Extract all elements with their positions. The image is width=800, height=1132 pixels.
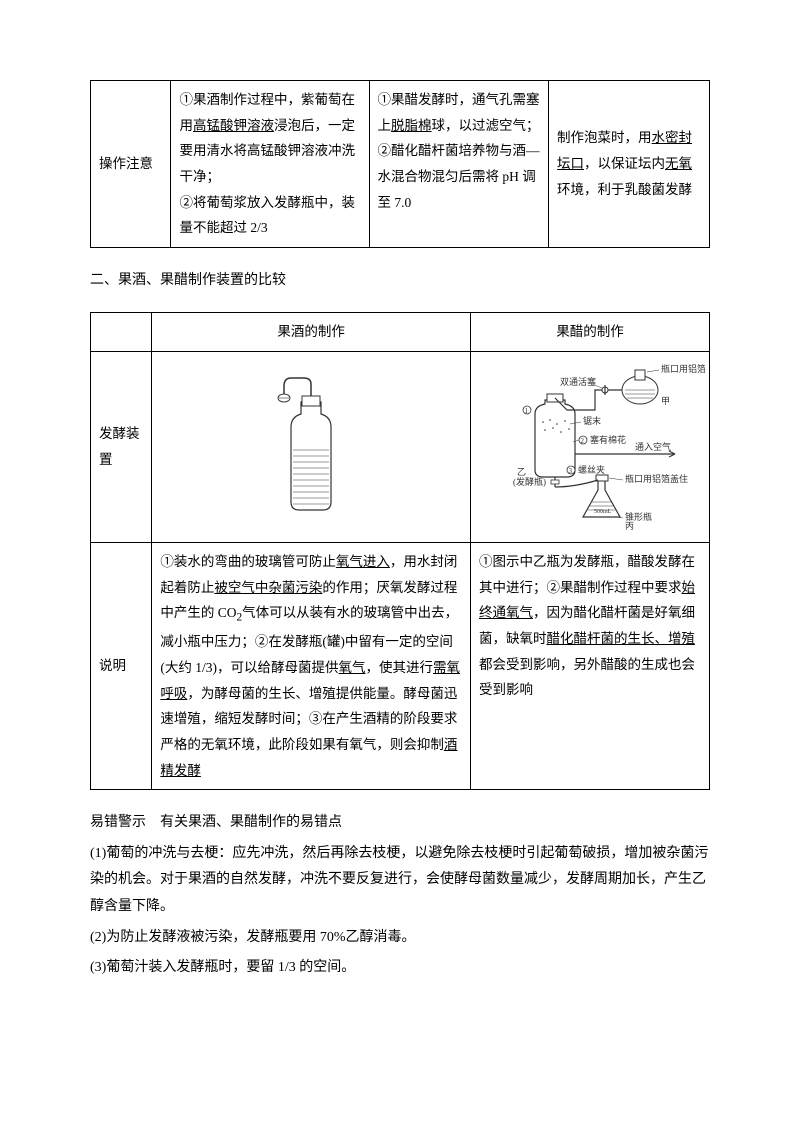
vinegar-device-diagram: 瓶口用铝箔盖住 甲 双通活塞 锯末 bbox=[470, 352, 709, 543]
section-title: 二、果酒、果醋制作装置的比较 bbox=[90, 268, 710, 295]
warning-p3: (3)葡萄汁装入发酵瓶时，要留 1/3 的空间。 bbox=[90, 955, 710, 982]
svg-text:瓶口用铝箔盖住: 瓶口用铝箔盖住 bbox=[661, 363, 705, 374]
svg-text:螺丝夹: 螺丝夹 bbox=[578, 464, 605, 475]
svg-text:瓶口用铝箔盖住: 瓶口用铝箔盖住 bbox=[625, 473, 688, 484]
svg-text:1: 1 bbox=[524, 407, 528, 415]
t1-row-header: 操作注意 bbox=[91, 81, 171, 248]
svg-text:500mL: 500mL bbox=[594, 509, 612, 515]
svg-text:3: 3 bbox=[568, 467, 572, 475]
svg-text:双通活塞: 双通活塞 bbox=[560, 376, 596, 387]
t1-col3: 制作泡菜时，用水密封坛口，以保证坛内无氧环境，利于乳酸菌发酵 bbox=[549, 81, 710, 248]
t2-header-wine: 果酒的制作 bbox=[152, 313, 471, 352]
wine-device-diagram bbox=[152, 352, 471, 543]
operation-notes-table: 操作注意 ①果酒制作过程中，紫葡萄在用高锰酸钾溶液浸泡后，一定要用清水将高锰酸钾… bbox=[90, 80, 710, 248]
t2-row1-header: 发酵装置 bbox=[91, 352, 152, 543]
device-compare-table: 果酒的制作 果醋的制作 发酵装置 bbox=[90, 312, 710, 790]
warning-p1: (1)葡萄的冲洗与去梗：应先冲洗，然后再除去枝梗，以避免除去枝梗时引起葡萄破损，… bbox=[90, 841, 710, 921]
warning-title: 易错警示 有关果酒、果醋制作的易错点 bbox=[90, 810, 710, 837]
t1-col1: ①果酒制作过程中，紫葡萄在用高锰酸钾溶液浸泡后，一定要用清水将高锰酸钾溶液冲洗干… bbox=[171, 81, 369, 248]
svg-text:2: 2 bbox=[580, 437, 584, 445]
t2-vinegar-desc: ①图示中乙瓶为发酵瓶，醋酸发酵在其中进行；②果醋制作过程中要求始终通氧气，因为醋… bbox=[470, 543, 709, 790]
svg-text:乙: 乙 bbox=[517, 467, 526, 477]
svg-text:塞有棉花: 塞有棉花 bbox=[590, 434, 626, 445]
t2-blank-header bbox=[91, 313, 152, 352]
t2-header-vinegar: 果醋的制作 bbox=[470, 313, 709, 352]
t1-col2: ①果醋发酵时，通气孔需塞上脱脂棉球，以过滤空气；②醋化醋杆菌培养物与酒—水混合物… bbox=[369, 81, 549, 248]
t2-wine-desc: ①装水的弯曲的玻璃管可防止氧气进入，用水封闭起着防止被空气中杂菌污染的作用；厌氧… bbox=[152, 543, 471, 790]
warning-p2: (2)为防止发酵液被污染，发酵瓶要用 70%乙醇消毒。 bbox=[90, 925, 710, 952]
svg-text:丙: 丙 bbox=[625, 521, 634, 531]
svg-text:锯末: 锯末 bbox=[583, 415, 601, 426]
svg-text:(发酵瓶): (发酵瓶) bbox=[513, 476, 546, 487]
t2-row2-header: 说明 bbox=[91, 543, 152, 790]
svg-text:甲: 甲 bbox=[661, 396, 670, 406]
svg-text:通入空气: 通入空气 bbox=[635, 441, 671, 452]
